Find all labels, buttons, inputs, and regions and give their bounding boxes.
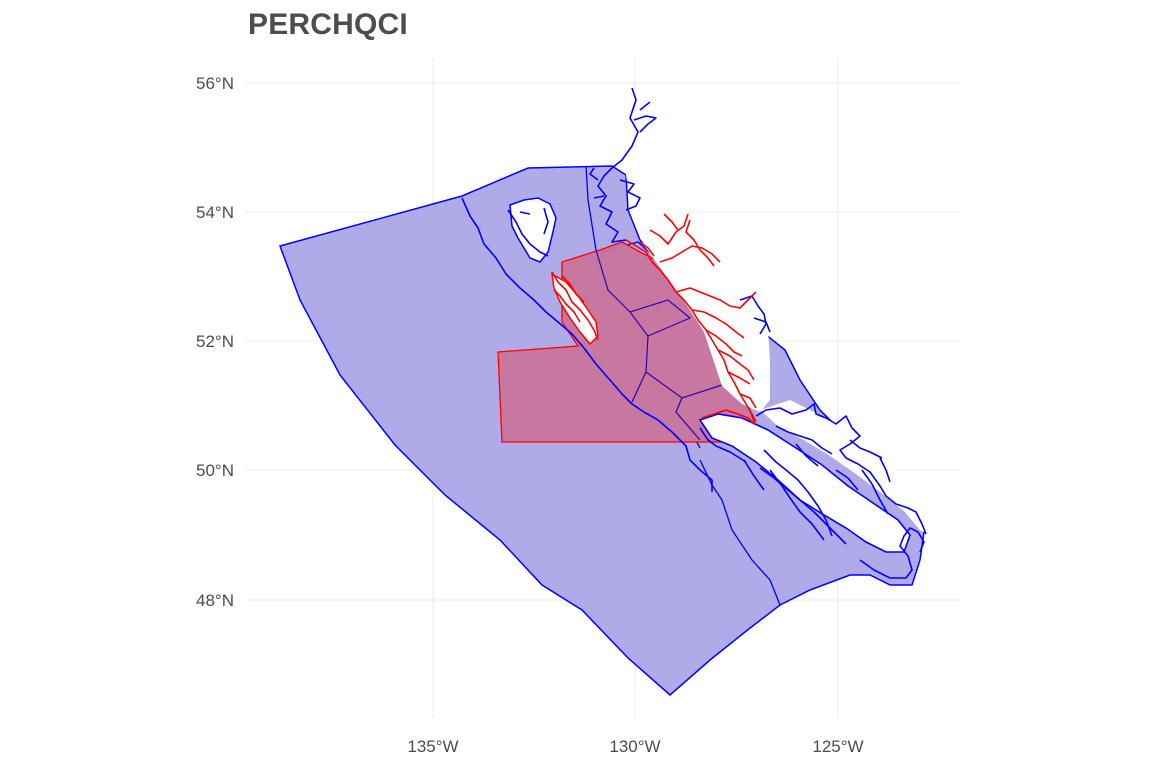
- coastline-inlets-south: [743, 425, 891, 541]
- lon-label-135: 135°W: [407, 737, 458, 756]
- latitude-axis-labels: 56°N 54°N 52°N 50°N 48°N: [196, 74, 234, 610]
- coastline-selected-mainland-1: [625, 239, 757, 423]
- coastline-north: [597, 87, 639, 243]
- coastline-haida-inner: [507, 207, 549, 257]
- coastline-haida-outer: [461, 197, 713, 492]
- lat-label-56: 56°N: [196, 74, 234, 93]
- lat-label-52: 52°N: [196, 332, 234, 351]
- overlay-boundary-2: [629, 299, 692, 337]
- lon-label-130: 130°W: [609, 737, 660, 756]
- coastline-vancouver-north: [755, 403, 927, 535]
- lat-label-54: 54°N: [196, 203, 234, 222]
- lon-label-125: 125°W: [812, 737, 863, 756]
- coastline-selected-haida-south: [551, 271, 599, 341]
- land-masses: [509, 90, 930, 553]
- coastline-selected-inlets-2: [691, 309, 757, 409]
- mainland-mass: [626, 90, 770, 412]
- coastline-selected-vancouver-north: [701, 409, 755, 425]
- coastline-inlet-east-1: [739, 295, 767, 335]
- coastline-selected-inlets-1: [649, 213, 757, 309]
- coastline-georgia-strait: [859, 527, 925, 579]
- mainland-south: [760, 400, 930, 535]
- coastline-blue: [461, 87, 927, 579]
- map-title: PERCHQCI: [248, 8, 408, 41]
- overlay-boundary-1: [595, 249, 649, 403]
- island-graham: [509, 197, 557, 263]
- coastline-selected-inlets-3: [639, 213, 715, 267]
- overlay-boundary-4: [675, 397, 701, 441]
- longitude-axis-labels: 135°W 130°W 125°W: [407, 737, 863, 756]
- coastline-inlet-east-2: [753, 317, 771, 333]
- coastline-red: [551, 213, 757, 425]
- coastline-north-inlets: [589, 101, 657, 211]
- lat-label-48: 48°N: [196, 591, 234, 610]
- coastline-vancouver-south: [699, 427, 847, 545]
- area-boundaries-overlay: [595, 249, 723, 441]
- lat-label-50: 50°N: [196, 461, 234, 480]
